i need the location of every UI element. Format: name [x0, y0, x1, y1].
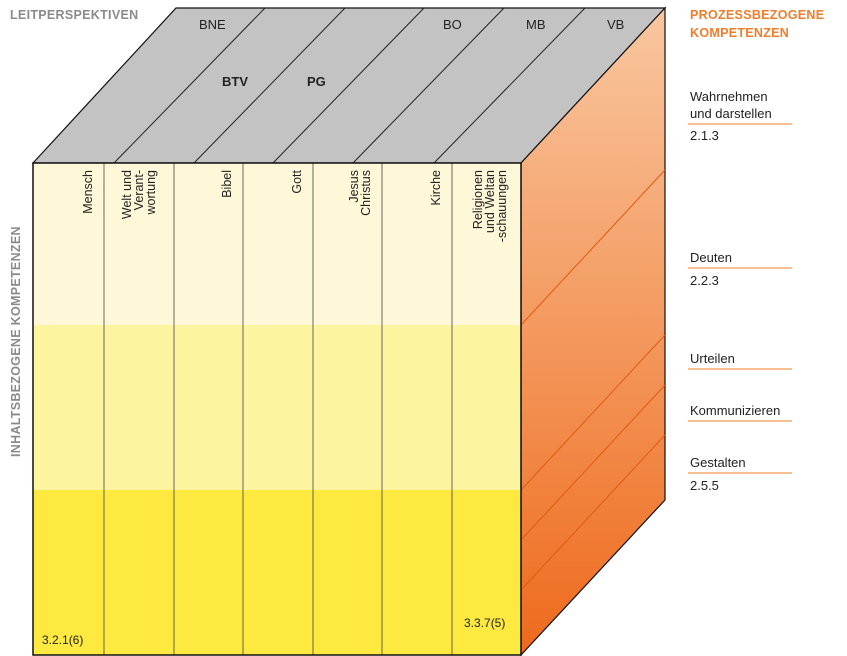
- top-label-mb: MB: [526, 17, 546, 32]
- column-label-jesus: Jesus Christus: [347, 170, 373, 216]
- process-kommunizieren: Kommunizieren: [690, 403, 781, 418]
- leitperspektiven-heading: LEITPERSPEKTIVEN: [10, 8, 139, 22]
- cube-front-outline: [32, 162, 522, 656]
- process-deuten: Deuten: [690, 250, 732, 265]
- code-right: 3.3.7(5): [464, 616, 506, 630]
- top-label-btv: BTV: [222, 74, 248, 89]
- code-left: 3.2.1(6): [42, 633, 84, 647]
- front-column-dividers: [103, 163, 453, 655]
- column-label-religionen: Religionen und Weltan -schauungen: [471, 170, 509, 243]
- top-label-bne: BNE: [199, 17, 226, 32]
- top-label-bo: BO: [443, 17, 462, 32]
- column-label-mensch: Mensch: [81, 170, 95, 214]
- right-face-lines: [520, 169, 666, 591]
- column-label-kirche: Kirche: [429, 170, 443, 206]
- front-band-middle: [33, 325, 521, 490]
- process-wahrnehmen: Wahrnehmen und darstellen: [690, 89, 772, 121]
- prozess-heading-line1: PROZESSBEZOGENE: [690, 8, 825, 22]
- top-label-vb: VB: [607, 17, 625, 32]
- process-gestalten-code: 2.5.5: [690, 478, 719, 493]
- inhalt-heading: INHALTSBEZOGENE KOMPETENZEN: [9, 226, 23, 457]
- process-leader-lines: [688, 123, 792, 474]
- top-label-pg: PG: [307, 74, 326, 89]
- column-label-gott: Gott: [290, 170, 304, 194]
- column-label-bibel: Bibel: [220, 170, 234, 198]
- process-urteilen: Urteilen: [690, 351, 735, 366]
- process-deuten-code: 2.2.3: [690, 273, 719, 288]
- prozess-heading-line2: KOMPETENZEN: [690, 26, 790, 40]
- front-band-top: [33, 163, 521, 325]
- top-face-dividers: [113, 7, 586, 164]
- column-label-welt: Welt und Verant- wortung: [120, 170, 158, 220]
- front-band-bottom: [33, 490, 521, 655]
- process-gestalten: Gestalten: [690, 455, 746, 470]
- process-wahrnehmen-code: 2.1.3: [690, 128, 719, 143]
